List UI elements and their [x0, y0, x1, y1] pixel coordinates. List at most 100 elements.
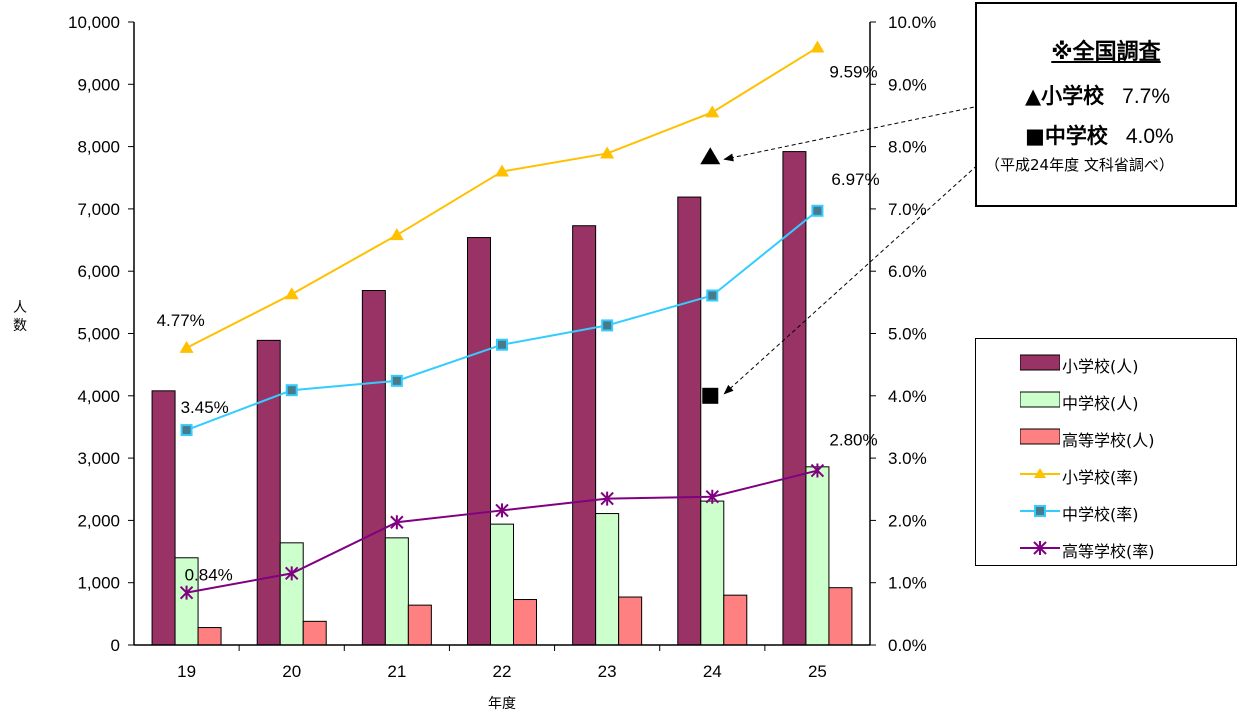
line-point-2-19	[180, 424, 193, 437]
y2-tick-label: 0.0%	[888, 636, 927, 655]
bar-1-24	[677, 196, 702, 646]
bar-3-23	[618, 596, 643, 646]
line-point-1-24	[705, 105, 720, 118]
line-series-2	[186, 209, 819, 432]
legend-item: 高等学校(率)	[976, 530, 1236, 566]
legend-label: 小学校(人)	[1062, 357, 1139, 376]
line-point-1-23	[600, 146, 615, 159]
legend-label: 小学校(率)	[1062, 468, 1139, 487]
legend-swatch	[1020, 391, 1060, 408]
line-point-3-25	[810, 463, 825, 478]
y-tick-label: 2,000	[77, 511, 120, 530]
bar-1-21	[361, 290, 386, 646]
bar-2-25	[805, 466, 830, 646]
line-point-3-21	[390, 515, 404, 530]
y-tick-label: 4,000	[77, 387, 120, 406]
y-tick-label: 8,000	[77, 138, 120, 157]
y-tick-label: 0	[111, 636, 120, 655]
note-item-value: 4.0%	[1125, 125, 1174, 148]
line-point-1-25	[810, 40, 825, 53]
bar-2-24	[700, 500, 725, 646]
legend: 小学校(人) 中学校(人) 高等学校(人) 小学校(率) 中学校(率) 高等学校…	[975, 338, 1237, 566]
line-point-3-20	[285, 566, 299, 581]
y-tick-label: 3,000	[77, 449, 120, 468]
data-label: 2.80%	[829, 431, 877, 450]
line-point-3-24	[705, 489, 719, 504]
note-item-junior-high: ■中学校 4.0%	[1025, 120, 1174, 150]
line-point-3-23	[600, 491, 614, 506]
line-point-2-24	[706, 289, 719, 302]
line-point-2-21	[390, 374, 403, 387]
note-item-value: 7.7%	[1122, 85, 1171, 108]
x-tick-label: 24	[703, 662, 722, 681]
legend-label: 高等学校(率)	[1062, 542, 1155, 561]
national-junior-high-marker	[702, 387, 719, 404]
x-tick-label: 22	[493, 662, 512, 681]
legend-item: 小学校(人)	[976, 345, 1236, 381]
y2-tick-label: 8.0%	[888, 138, 927, 157]
y-axis-title-char: 数	[13, 318, 27, 334]
y2-tick-label: 1.0%	[888, 574, 927, 593]
note-title: ※全国調査	[1051, 40, 1161, 65]
y2-tick-label: 3.0%	[888, 449, 927, 468]
legend-marker-star	[1020, 541, 1060, 555]
bar-2-20	[279, 542, 304, 646]
data-label: 4.77%	[157, 311, 205, 330]
y2-tick-label: 10.0%	[888, 13, 936, 32]
y-tick-label: 9,000	[77, 75, 120, 94]
note-item-label: ▲小学校	[1025, 84, 1105, 108]
line-series-1	[186, 46, 818, 349]
legend-item: 高等学校(人)	[976, 419, 1236, 455]
x-tick-label: 20	[282, 662, 301, 681]
bar-1-20	[256, 339, 281, 646]
bar-1-22	[467, 237, 491, 646]
line-point-1-20	[284, 287, 299, 300]
bar-3-21	[407, 604, 432, 646]
y2-tick-label: 5.0%	[888, 325, 927, 344]
line-point-1-19	[179, 340, 194, 353]
legend-swatch	[1020, 428, 1060, 445]
bar-2-22	[490, 523, 514, 646]
y-axis-title: 人数	[13, 300, 27, 334]
legend-item: 中学校(率)	[976, 493, 1236, 529]
bar-1-23	[572, 225, 597, 646]
y2-tick-label: 6.0%	[888, 262, 927, 281]
legend-marker-triangle	[1020, 468, 1060, 478]
y2-tick-label: 7.0%	[888, 200, 927, 219]
note-item-label: ■中学校	[1025, 124, 1108, 148]
y-tick-label: 7,000	[77, 200, 120, 219]
data-label: 0.84%	[185, 566, 233, 585]
x-tick-label: 21	[387, 662, 406, 681]
arrow-to-elementary	[723, 99, 1009, 162]
line-point-2-23	[601, 319, 614, 332]
legend-swatch	[1020, 354, 1060, 371]
legend-label: 中学校(人)	[1062, 394, 1139, 413]
bar-1-25	[782, 151, 807, 646]
line-point-2-20	[285, 384, 298, 397]
national-elementary-marker	[700, 147, 721, 165]
data-label: 9.59%	[829, 63, 877, 82]
y-tick-label: 5,000	[77, 325, 120, 344]
note-item-elementary: ▲小学校 7.7%	[1025, 80, 1170, 110]
y-axis-title-char: 人	[13, 300, 27, 316]
y-tick-label: 10,000	[68, 13, 120, 32]
line-point-3-22	[495, 503, 509, 518]
bar-2-21	[384, 537, 409, 646]
bar-2-23	[595, 513, 620, 646]
legend-item: 小学校(率)	[976, 456, 1236, 492]
note-source: （平成24年度 文科省調べ）	[985, 156, 1174, 174]
line-point-3-19	[179, 585, 194, 600]
line-point-1-22	[495, 164, 509, 177]
data-label: 6.97%	[831, 170, 879, 189]
x-tick-label: 23	[598, 662, 617, 681]
legend-marker-square	[1020, 505, 1060, 517]
legend-item: 中学校(人)	[976, 382, 1236, 418]
y2-tick-label: 4.0%	[888, 387, 927, 406]
x-tick-label: 19	[177, 662, 196, 681]
y2-tick-label: 9.0%	[888, 75, 927, 94]
x-axis-title: 年度	[488, 696, 516, 712]
bar-3-22	[513, 599, 537, 646]
line-point-1-21	[389, 228, 404, 241]
y-tick-label: 6,000	[77, 262, 120, 281]
